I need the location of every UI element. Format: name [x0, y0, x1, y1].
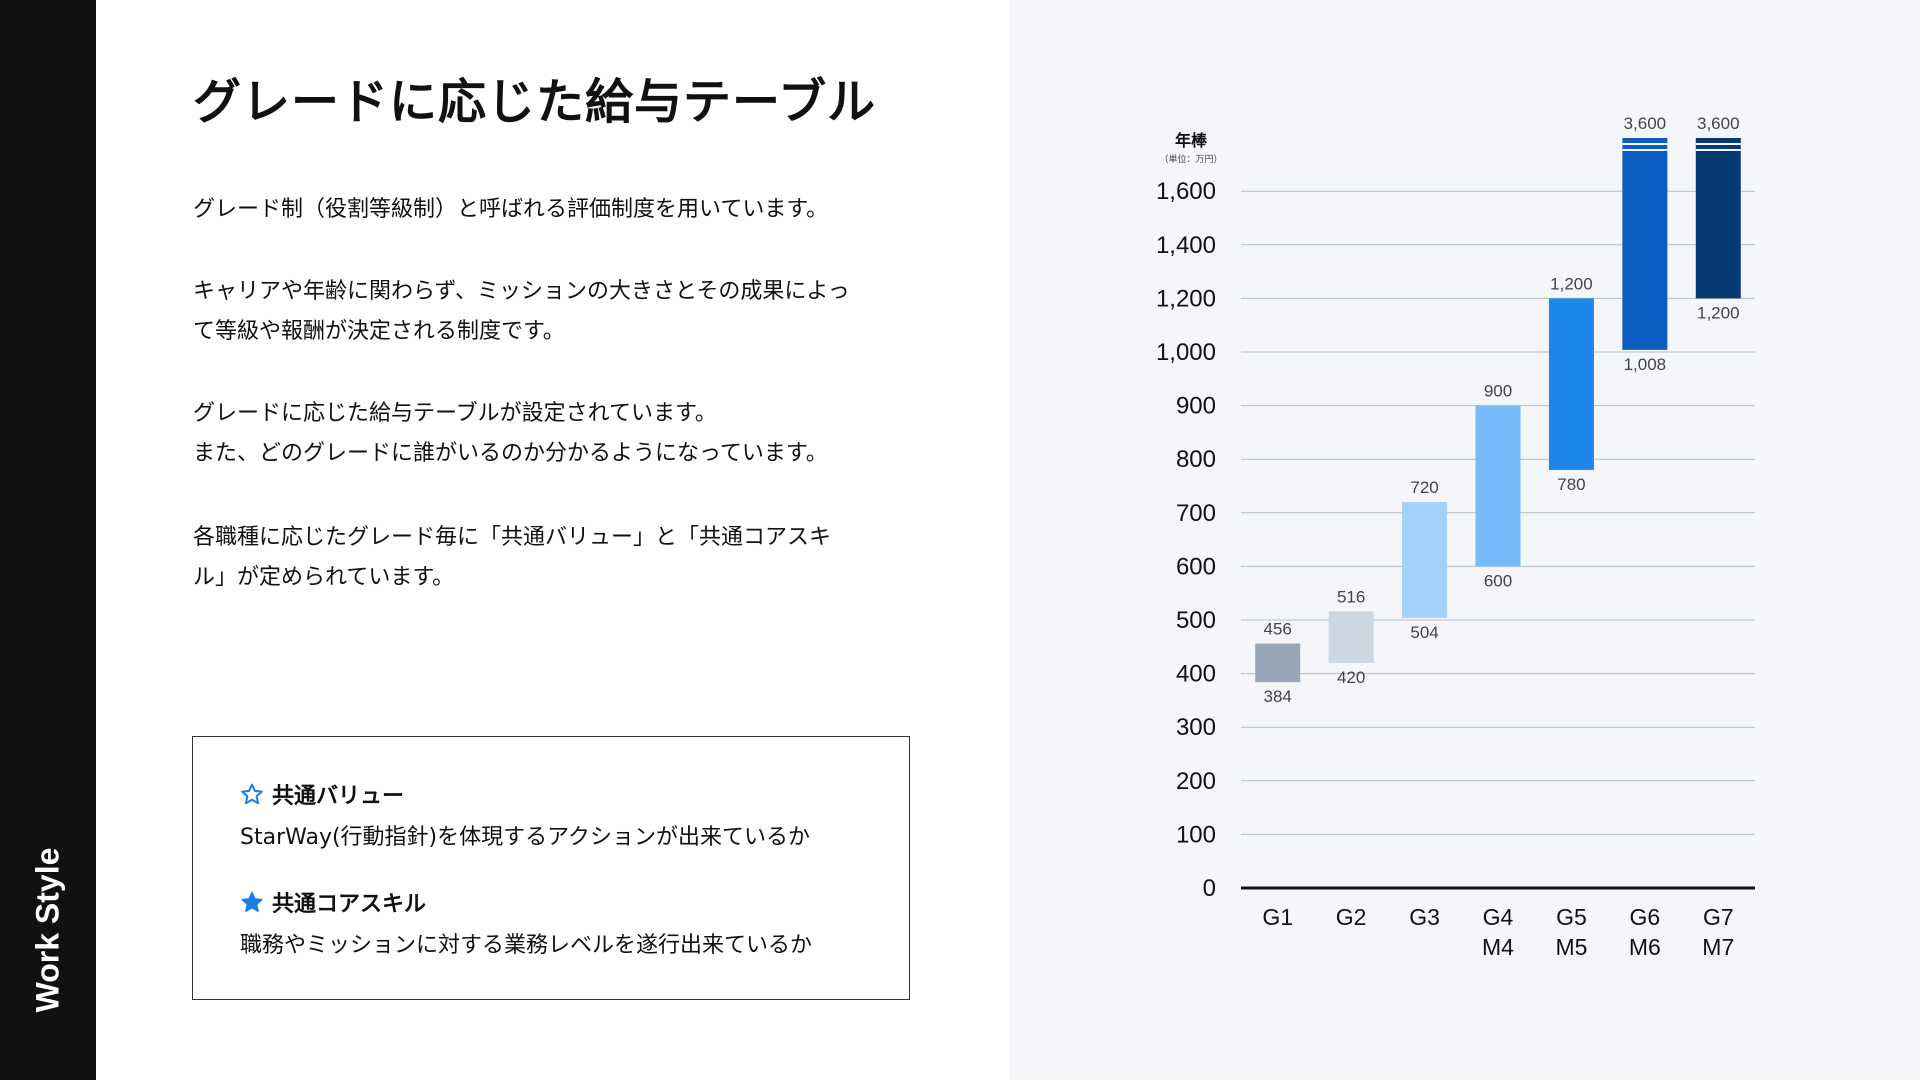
- y-tick-label: 300: [1176, 714, 1216, 741]
- sidebar-label: Work Style: [29, 847, 66, 1013]
- paragraph-line: て等級や報酬が決定される制度です。: [193, 319, 565, 344]
- info-box: 共通バリュー StarWay(行動指針)を体現するアクションが出来ているか 共通…: [192, 736, 910, 1000]
- y-tick-label: 200: [1176, 768, 1216, 795]
- range-bar: [1695, 138, 1741, 299]
- paragraph-line: グレードに応じた給与テーブルが設定されています。: [193, 401, 717, 426]
- category-label: G5: [1556, 904, 1587, 930]
- range-bar: [1622, 138, 1668, 350]
- category-label: M4: [1482, 934, 1514, 960]
- y-tick-label: 700: [1176, 500, 1216, 527]
- star-outline-icon: [241, 783, 263, 805]
- common-skill-title: 共通コアスキル: [272, 892, 427, 917]
- common-value-title: 共通バリュー: [272, 784, 405, 809]
- category-label: G6: [1630, 904, 1661, 930]
- range-bar: [1475, 405, 1521, 567]
- common-value-desc: StarWay(行動指針)を体現するアクションが出来ているか: [240, 825, 811, 850]
- bar-max-label: 3,600: [1697, 114, 1740, 133]
- category-label: M5: [1555, 934, 1587, 960]
- category-label: G4: [1483, 904, 1514, 930]
- star-filled-icon: [241, 891, 263, 912]
- bar-max-label: 720: [1410, 478, 1438, 497]
- y-tick-label: 1,000: [1156, 339, 1216, 366]
- category-label: M7: [1702, 934, 1734, 960]
- y-tick-label: 1,200: [1156, 285, 1216, 312]
- common-value-item: 共通バリュー StarWay(行動指針)を体現するアクションが出来ているか: [240, 777, 810, 851]
- bar-max-label: 516: [1337, 587, 1365, 606]
- range-bar: [1402, 502, 1448, 618]
- category-label: G3: [1409, 904, 1440, 930]
- paragraph-career: キャリアや年齢に関わらず、ミッションの大きさとその成果によっ て等級や報酬が決定…: [193, 272, 913, 352]
- bar-max-label: 1,200: [1550, 274, 1593, 293]
- paragraph-salary-table: グレードに応じた給与テーブルが設定されています。 また、どのグレードに誰がいるの…: [193, 394, 913, 474]
- category-label: M6: [1629, 934, 1661, 960]
- salary-range-chart: 年棒 （単位：万円） 0 100 200 300 400 500 600 700 800 900 1…: [1156, 114, 1755, 960]
- paragraph-line: また、どのグレードに誰がいるのか分かるようになっています。: [193, 441, 828, 466]
- range-bar: [1548, 298, 1594, 470]
- y-tick-label: 100: [1176, 821, 1216, 848]
- common-skill-item: 共通コアスキル 職務やミッションに対する業務レベルを遂行出来ているか: [240, 885, 812, 959]
- bar-max-label: 3,600: [1624, 114, 1667, 133]
- sidebar: Work Style: [0, 0, 96, 1080]
- paragraph-grade-system: グレード制（役割等級制）と呼ばれる評価制度を用いています。: [193, 190, 913, 230]
- bar-min-label: 384: [1264, 687, 1292, 706]
- paragraph-line: キャリアや年齢に関わらず、ミッションの大きさとその成果によっ: [193, 279, 850, 304]
- y-tick-label: 800: [1176, 446, 1216, 473]
- y-tick-label: 900: [1176, 393, 1216, 420]
- page-title: グレードに応じた給与テーブル: [193, 74, 877, 130]
- bar-min-label: 504: [1410, 623, 1438, 642]
- bar-min-label: 1,200: [1697, 303, 1740, 322]
- chart-panel: 年棒 （単位：万円） 0 100 200 300 400 500 600 700 800 900 1…: [1009, 0, 1920, 1080]
- y-tick-label: 400: [1176, 661, 1216, 688]
- y-tick-label: 600: [1176, 553, 1216, 580]
- bar-min-label: 780: [1557, 475, 1585, 494]
- y-axis-title: 年棒: [1175, 131, 1208, 150]
- range-bar: [1328, 611, 1374, 663]
- bar-max-label: 900: [1484, 382, 1512, 401]
- range-bar: [1255, 643, 1301, 683]
- common-skill-desc: 職務やミッションに対する業務レベルを遂行出来ているか: [240, 933, 813, 958]
- y-tick-label: 1,600: [1156, 178, 1216, 205]
- y-tick-label: 500: [1176, 607, 1216, 634]
- y-tick-label: 0: [1203, 875, 1216, 902]
- content-panel: グレードに応じた給与テーブル グレード制（役割等級制）と呼ばれる評価制度を用いて…: [96, 0, 1009, 1080]
- bar-min-label: 1,008: [1624, 355, 1667, 374]
- bar-max-label: 456: [1264, 620, 1292, 639]
- y-axis-unit: （単位：万円）: [1159, 153, 1222, 165]
- paragraph-line: グレード制（役割等級制）と呼ばれる評価制度を用いています。: [193, 197, 829, 222]
- bar-min-label: 600: [1484, 571, 1512, 590]
- paragraph-line: ル」が定められています。: [193, 565, 455, 590]
- category-label: G7: [1703, 904, 1734, 930]
- bar-min-label: 420: [1337, 668, 1365, 687]
- paragraph-values-skills: 各職種に応じたグレード毎に「共通バリュー」と「共通コアスキ ル」が定められていま…: [193, 518, 913, 598]
- y-tick-label: 1,400: [1156, 232, 1216, 259]
- category-label: G2: [1336, 904, 1367, 930]
- paragraph-line: 各職種に応じたグレード毎に「共通バリュー」と「共通コアスキ: [193, 525, 832, 550]
- category-label: G1: [1262, 904, 1293, 930]
